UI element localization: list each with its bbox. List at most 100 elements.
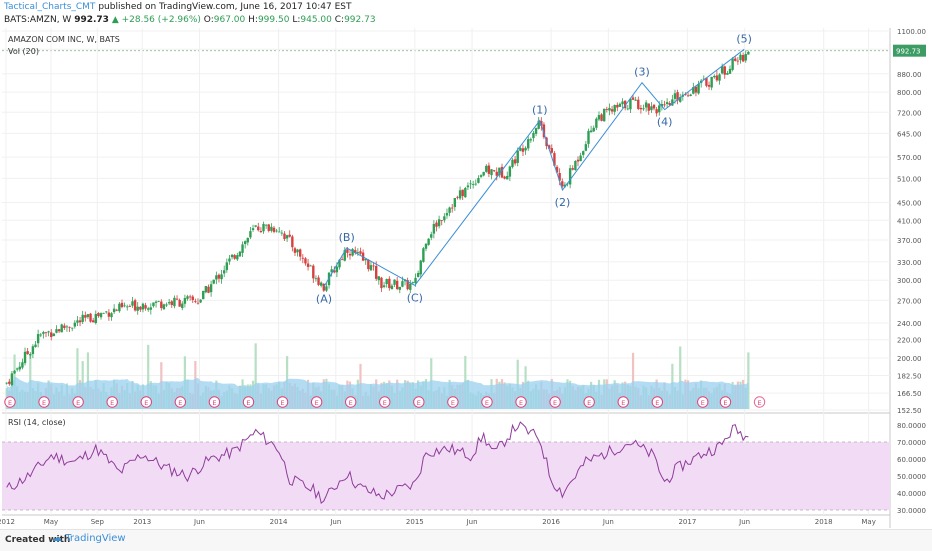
published-text: published on TradingView.com, June 16, 2… <box>98 2 352 12</box>
candle-body <box>542 124 546 138</box>
candle-body <box>128 306 132 307</box>
candle-body <box>144 305 147 309</box>
rsi-tick-label: 80.0000 <box>897 422 926 430</box>
candle-body <box>354 250 357 254</box>
candle-body <box>401 281 404 287</box>
candle-body <box>47 331 50 333</box>
candle-body <box>91 320 95 323</box>
price-chart[interactable]: (A) (B) (C) (1) (2) (3) (4) (5) E E E E E E E E E E E E E E E… <box>0 28 932 529</box>
candle-body <box>511 159 514 168</box>
candle-body <box>110 313 113 318</box>
volume-bar <box>147 344 150 409</box>
candle-body <box>186 296 189 299</box>
earnings-event-glyph: E <box>485 399 489 407</box>
volume-bar <box>679 346 682 409</box>
candle-body <box>283 233 286 240</box>
candle-body <box>679 97 682 102</box>
wave-label: (4) <box>657 116 673 129</box>
candle-body <box>571 168 574 170</box>
candle-body <box>710 76 713 88</box>
price-tick-label: 270.00 <box>897 297 922 305</box>
candle-body <box>409 283 412 290</box>
candle-body <box>89 313 92 322</box>
price-tick-label: 182.50 <box>897 373 922 381</box>
candle-body <box>456 196 459 198</box>
earnings-event-icon <box>106 396 118 408</box>
price-tick-label: 1100.00 <box>897 28 926 36</box>
candle-body <box>204 286 208 293</box>
rsi-pane <box>2 421 890 511</box>
candle-body <box>697 83 700 94</box>
candle-body <box>225 262 229 271</box>
candle-body <box>471 184 475 185</box>
candle-body <box>547 145 551 149</box>
candle-body <box>500 166 504 178</box>
author-link[interactable]: Tactical_Charts_CMT <box>4 2 96 12</box>
earnings-event-icon <box>697 396 709 408</box>
candle-body <box>485 165 488 172</box>
time-tick-label: May <box>861 518 875 526</box>
candle-body <box>181 303 184 309</box>
candle-body <box>739 54 742 61</box>
candle-body <box>123 305 126 307</box>
candle-body <box>453 198 457 208</box>
candle-body <box>147 308 150 310</box>
candle-body <box>673 93 677 99</box>
high-label: H: <box>248 15 258 25</box>
candle-body <box>312 265 315 279</box>
candle-body <box>720 66 724 74</box>
volume-bar <box>631 352 635 409</box>
earnings-event-glyph: E <box>281 399 285 407</box>
candle-body <box>36 334 40 344</box>
wave-line <box>323 247 416 287</box>
earnings-event-glyph: E <box>587 399 591 407</box>
candle-body <box>267 224 270 231</box>
candle-body <box>170 301 173 306</box>
earnings-event-glyph: E <box>383 399 387 407</box>
candle-body <box>466 185 470 188</box>
earnings-event-glyph: E <box>417 399 421 407</box>
candle-body <box>597 115 601 120</box>
candle-body <box>105 311 108 313</box>
candle-body <box>605 109 609 110</box>
earnings-event-icon <box>344 396 357 408</box>
candle-body <box>445 213 449 216</box>
candle-body <box>97 313 100 317</box>
candle-body <box>689 94 692 96</box>
footer-bar: Created with ☁ TradingView <box>0 529 932 551</box>
candle-body <box>406 280 409 290</box>
tradingview-logo[interactable]: ☁ TradingView <box>52 533 126 544</box>
candle-body <box>160 301 163 308</box>
candle-body <box>191 296 194 300</box>
candle-body <box>319 282 323 286</box>
candle-body <box>131 301 134 306</box>
rsi-band <box>2 442 890 510</box>
earnings-event-icon <box>276 396 289 408</box>
time-tick-label: May <box>44 518 58 526</box>
candle-body <box>600 114 603 121</box>
candle-body <box>188 296 192 298</box>
candle-body <box>579 155 582 162</box>
chart-header-line2: BATS:AMZN, W 992.73 ▲ +28.56 (+2.96%) O:… <box>4 15 376 25</box>
candle-body <box>477 178 480 183</box>
candle-body <box>209 284 213 293</box>
candle-body <box>629 98 632 110</box>
price-tick-label: 220.00 <box>897 337 922 345</box>
candle-body <box>278 231 281 233</box>
time-tick-label: 2013 <box>133 518 151 526</box>
candle-body <box>427 238 430 245</box>
earnings-event-icon <box>413 396 425 408</box>
candle-body <box>112 308 116 313</box>
candle-body <box>207 286 210 293</box>
earnings-event-icon <box>481 396 493 408</box>
candle-body <box>173 297 176 307</box>
candle-body <box>84 315 87 318</box>
candle-body <box>382 285 386 287</box>
candle-body <box>534 128 538 134</box>
candle-body <box>86 314 90 318</box>
candle-body <box>519 148 522 151</box>
candle-body <box>50 332 53 338</box>
candle-body <box>133 300 137 311</box>
candle-body <box>647 103 650 111</box>
candle-body <box>236 255 239 260</box>
